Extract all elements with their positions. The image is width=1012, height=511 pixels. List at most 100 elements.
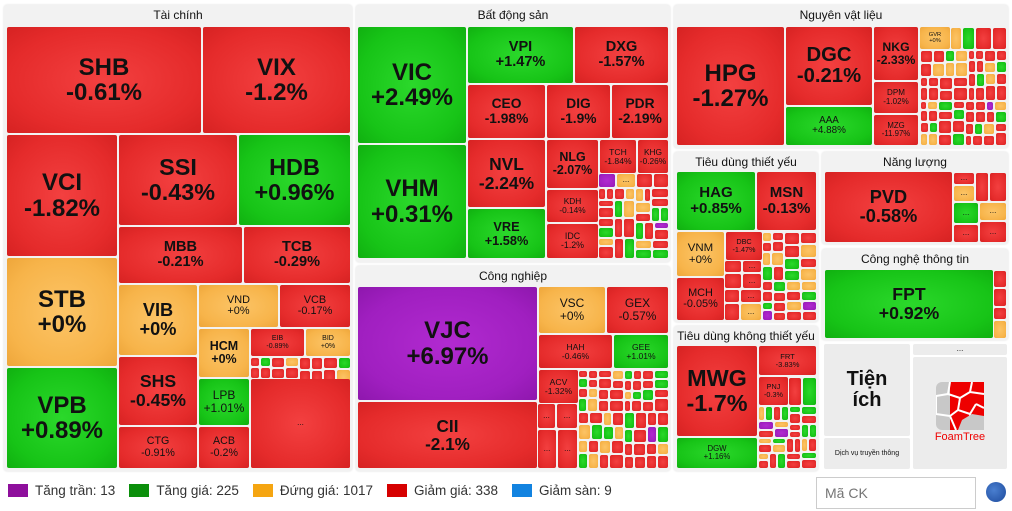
small-stock-tile[interactable] — [763, 292, 772, 301]
brand-logo-icon[interactable] — [986, 482, 1006, 502]
small-stock-tile[interactable] — [579, 389, 587, 397]
small-stock-tile[interactable] — [802, 425, 808, 437]
small-stock-tile[interactable] — [994, 289, 1006, 306]
stock-tile-pnj[interactable]: PNJ -0.3% — [759, 377, 788, 405]
small-stock-tile[interactable] — [939, 121, 951, 133]
small-stock-tile[interactable]: ... — [954, 225, 978, 242]
small-stock-tile[interactable] — [954, 88, 967, 100]
small-stock-tile[interactable] — [976, 173, 988, 201]
stock-tile-khg[interactable]: KHG -0.26% — [638, 140, 668, 173]
small-stock-tile[interactable] — [643, 390, 653, 400]
small-stock-tile[interactable] — [634, 444, 645, 455]
small-stock-tile[interactable] — [976, 88, 984, 100]
small-stock-tile[interactable] — [954, 78, 967, 86]
small-stock-tile[interactable]: ... — [980, 222, 1006, 242]
small-stock-tile[interactable] — [599, 239, 613, 245]
small-stock-tile[interactable] — [939, 112, 952, 119]
small-stock-tile[interactable] — [599, 174, 615, 187]
small-stock-tile[interactable] — [599, 390, 608, 399]
stock-tile-gee[interactable]: GEE +1.01% — [614, 335, 668, 368]
small-stock-tile[interactable]: ... — [743, 261, 761, 272]
small-stock-tile[interactable] — [300, 371, 310, 385]
stock-tile-pvd[interactable]: PVD -0.58% — [825, 172, 952, 242]
small-stock-tile[interactable] — [810, 425, 816, 437]
small-stock-tile[interactable] — [774, 407, 780, 420]
stock-tile-vic[interactable]: VIC +2.49% — [358, 27, 466, 143]
small-stock-tile[interactable]: ... — [741, 290, 761, 302]
small-stock-tile[interactable] — [984, 124, 994, 134]
small-stock-tile[interactable] — [921, 123, 928, 132]
small-stock-tile[interactable] — [976, 51, 983, 59]
small-stock-tile[interactable] — [763, 282, 772, 290]
small-stock-tile[interactable] — [658, 456, 668, 468]
small-stock-tile[interactable] — [763, 243, 771, 251]
small-stock-tile[interactable]: ... — [743, 274, 761, 288]
small-stock-tile[interactable] — [787, 292, 800, 300]
small-stock-tile[interactable] — [626, 189, 634, 199]
small-stock-tile[interactable] — [785, 271, 799, 280]
small-stock-tile[interactable] — [312, 371, 322, 385]
small-stock-tile[interactable] — [773, 445, 785, 452]
small-stock-tile[interactable] — [759, 439, 771, 443]
small-stock-tile[interactable] — [785, 259, 799, 269]
stock-tile-eib[interactable]: EIB -0.89% — [251, 329, 304, 356]
sector-title[interactable]: Tiêu dùng thiết yếu — [695, 155, 797, 169]
stock-tile-hah[interactable]: HAH -0.46% — [539, 335, 612, 368]
small-stock-tile[interactable] — [946, 63, 954, 76]
small-stock-tile[interactable] — [997, 51, 1006, 60]
stock-tile-nlg[interactable]: NLG -2.07% — [547, 140, 598, 188]
small-stock-tile[interactable] — [653, 241, 668, 248]
small-stock-tile[interactable] — [261, 358, 270, 366]
small-stock-tile[interactable] — [599, 228, 613, 237]
small-stock-tile[interactable] — [599, 247, 613, 258]
small-stock-tile[interactable] — [766, 407, 772, 420]
small-stock-tile[interactable] — [802, 416, 816, 423]
small-stock-tile[interactable] — [997, 74, 1006, 84]
stock-tile-vpb[interactable]: VPB +0.89% — [7, 368, 117, 468]
small-stock-tile[interactable] — [976, 112, 985, 122]
small-stock-tile[interactable]: ... — [980, 203, 1006, 220]
small-stock-tile[interactable] — [774, 282, 785, 291]
small-stock-tile[interactable] — [612, 441, 623, 453]
small-stock-tile[interactable] — [632, 401, 641, 411]
small-stock-tile[interactable] — [589, 454, 598, 468]
small-stock-tile[interactable] — [579, 413, 588, 423]
small-stock-tile[interactable] — [785, 246, 799, 257]
small-stock-tile[interactable]: ... — [538, 430, 556, 468]
small-stock-tile[interactable] — [953, 121, 964, 132]
small-stock-tile[interactable] — [787, 312, 801, 320]
small-stock-tile[interactable] — [966, 136, 971, 145]
small-stock-tile[interactable] — [976, 102, 985, 110]
small-stock-tile[interactable] — [774, 303, 785, 311]
small-stock-tile[interactable] — [921, 78, 927, 86]
small-stock-tile[interactable] — [604, 413, 611, 425]
small-stock-tile[interactable] — [324, 370, 335, 385]
stock-tile-dgw[interactable]: DGW +1.16% — [677, 438, 757, 468]
small-stock-tile[interactable] — [994, 321, 1006, 338]
small-stock-tile[interactable] — [637, 174, 652, 187]
small-stock-tile[interactable] — [613, 413, 623, 425]
small-stock-tile[interactable] — [589, 380, 597, 387]
stock-tile-idc[interactable]: IDC -1.2% — [547, 224, 598, 258]
small-stock-tile[interactable] — [599, 201, 613, 206]
stock-tile-frt[interactable]: FRT -3.83% — [759, 346, 816, 375]
sector-title[interactable]: Công nghiệp — [478, 269, 548, 283]
small-stock-tile[interactable] — [954, 102, 964, 108]
stock-tile-pdr[interactable]: PDR -2.19% — [612, 85, 668, 138]
stock-tile-shb[interactable]: SHB -0.61% — [7, 27, 201, 133]
small-stock-tile[interactable] — [579, 399, 586, 411]
small-stock-tile[interactable] — [643, 402, 653, 411]
small-stock-tile[interactable] — [763, 303, 772, 309]
small-stock-tile[interactable] — [286, 368, 298, 378]
small-stock-tile[interactable] — [976, 28, 991, 49]
small-stock-tile[interactable] — [251, 358, 259, 366]
small-stock-tile[interactable] — [921, 51, 932, 62]
small-stock-tile[interactable] — [802, 407, 816, 414]
small-stock-tile[interactable]: ... — [954, 173, 974, 184]
small-stock-tile[interactable] — [599, 219, 613, 226]
small-stock-tile[interactable] — [589, 389, 597, 397]
small-stock-tile[interactable] — [996, 112, 1006, 122]
stock-tile-mzg[interactable]: MZG -11.97% — [874, 115, 918, 145]
small-stock-tile[interactable] — [636, 189, 643, 201]
small-stock-tile[interactable] — [636, 203, 650, 212]
